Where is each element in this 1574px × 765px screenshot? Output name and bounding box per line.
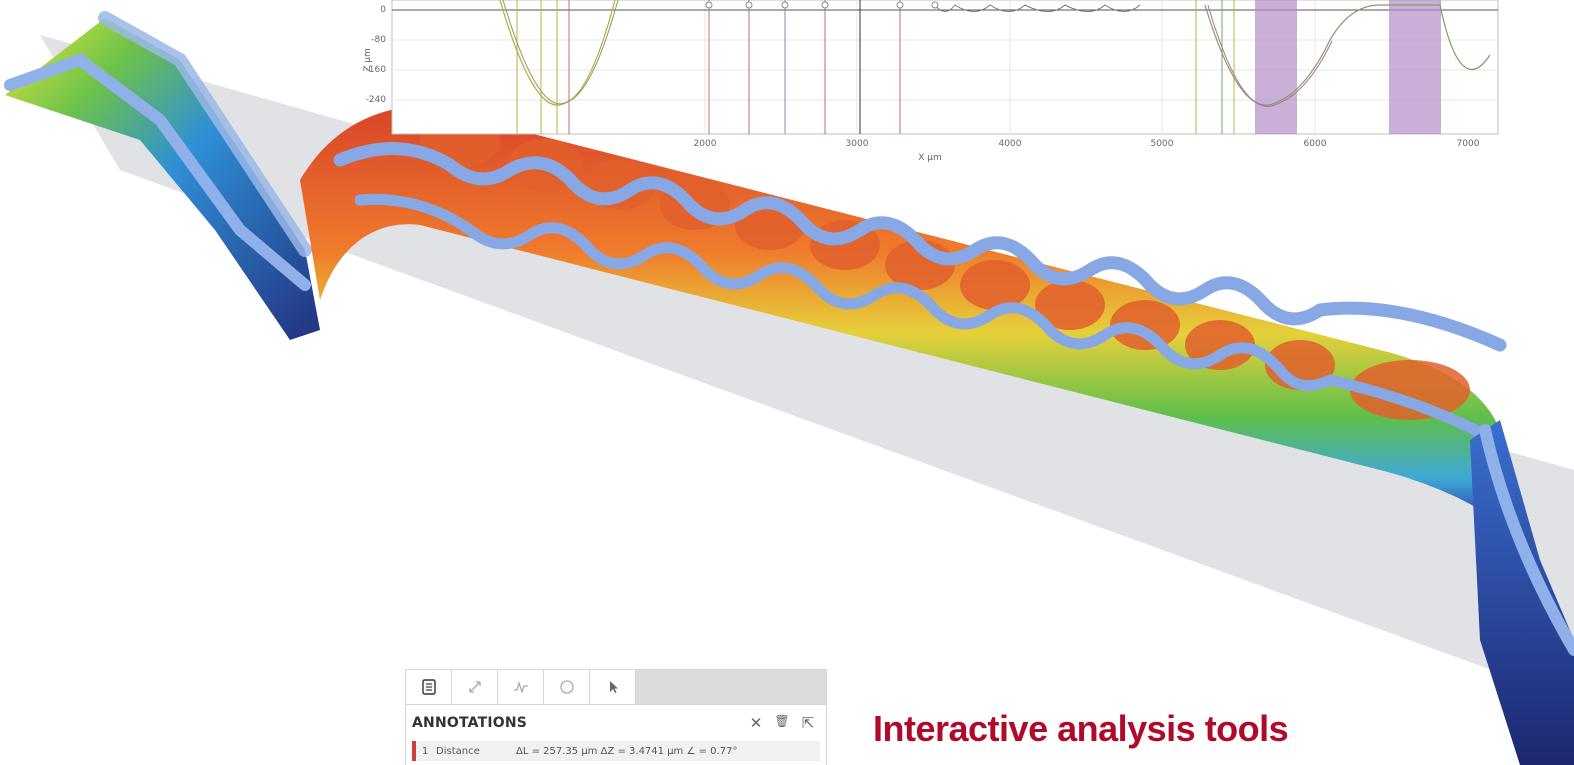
tab-annotations[interactable] — [406, 670, 452, 704]
annotation-index: 1 — [422, 745, 429, 757]
y-tick-label: -80 — [371, 35, 386, 45]
x-tick-label: 4000 — [999, 139, 1022, 149]
profile-chart[interactable]: 0 -80 -160 -240 2000 3000 4000 5000 6000… — [360, 0, 1574, 190]
x-axis-label: X µm — [918, 153, 942, 163]
annotations-header: ANNOTATIONS ✕ 🗑 ⇱ — [406, 705, 826, 741]
annotations-panel: ANNOTATIONS ✕ 🗑 ⇱ 1 Distance ΔL = 257.35… — [405, 669, 827, 765]
right-ramp-surface — [1470, 420, 1574, 765]
annotations-title: ANNOTATIONS — [412, 715, 528, 731]
left-ramp-surface — [5, 18, 320, 340]
diagonal-arrow-icon — [468, 681, 481, 693]
close-icon[interactable]: ✕ — [749, 714, 763, 732]
tab-distance[interactable] — [452, 670, 498, 704]
profile-wave-icon — [513, 680, 528, 695]
tab-strip-filler — [636, 670, 826, 704]
annotation-type: Distance — [436, 745, 480, 757]
x-tick-label: 2000 — [694, 139, 717, 149]
trash-icon[interactable]: 🗑 — [774, 714, 790, 728]
x-tick-label: 6000 — [1304, 139, 1327, 149]
y-tick-label: 0 — [380, 5, 386, 15]
y-tick-label: -160 — [366, 65, 387, 75]
x-tick-label: 3000 — [846, 139, 869, 149]
tool-tabs — [406, 670, 826, 705]
y-axis-label: Z µm — [363, 48, 373, 72]
annotation-row[interactable]: 1 Distance ΔL = 257.35 µm ΔZ = 3.4741 µm… — [412, 741, 820, 761]
export-icon[interactable]: ⇱ — [801, 714, 815, 732]
x-tick-label: 7000 — [1457, 139, 1480, 149]
document-icon — [421, 679, 436, 695]
x-tick-label: 5000 — [1151, 139, 1174, 149]
cursor-icon — [609, 681, 618, 693]
annotation-value: ΔL = 257.35 µm ΔZ = 3.4741 µm ∠ = 0.77° — [516, 745, 738, 757]
tab-select[interactable] — [590, 670, 636, 704]
tab-profile[interactable] — [498, 670, 544, 704]
circle-icon — [559, 680, 574, 694]
annotations-actions: ✕ 🗑 ⇱ — [748, 714, 816, 732]
y-tick-label: -240 — [366, 95, 387, 105]
tab-area[interactable] — [544, 670, 590, 704]
headline: Interactive analysis tools — [873, 708, 1289, 749]
